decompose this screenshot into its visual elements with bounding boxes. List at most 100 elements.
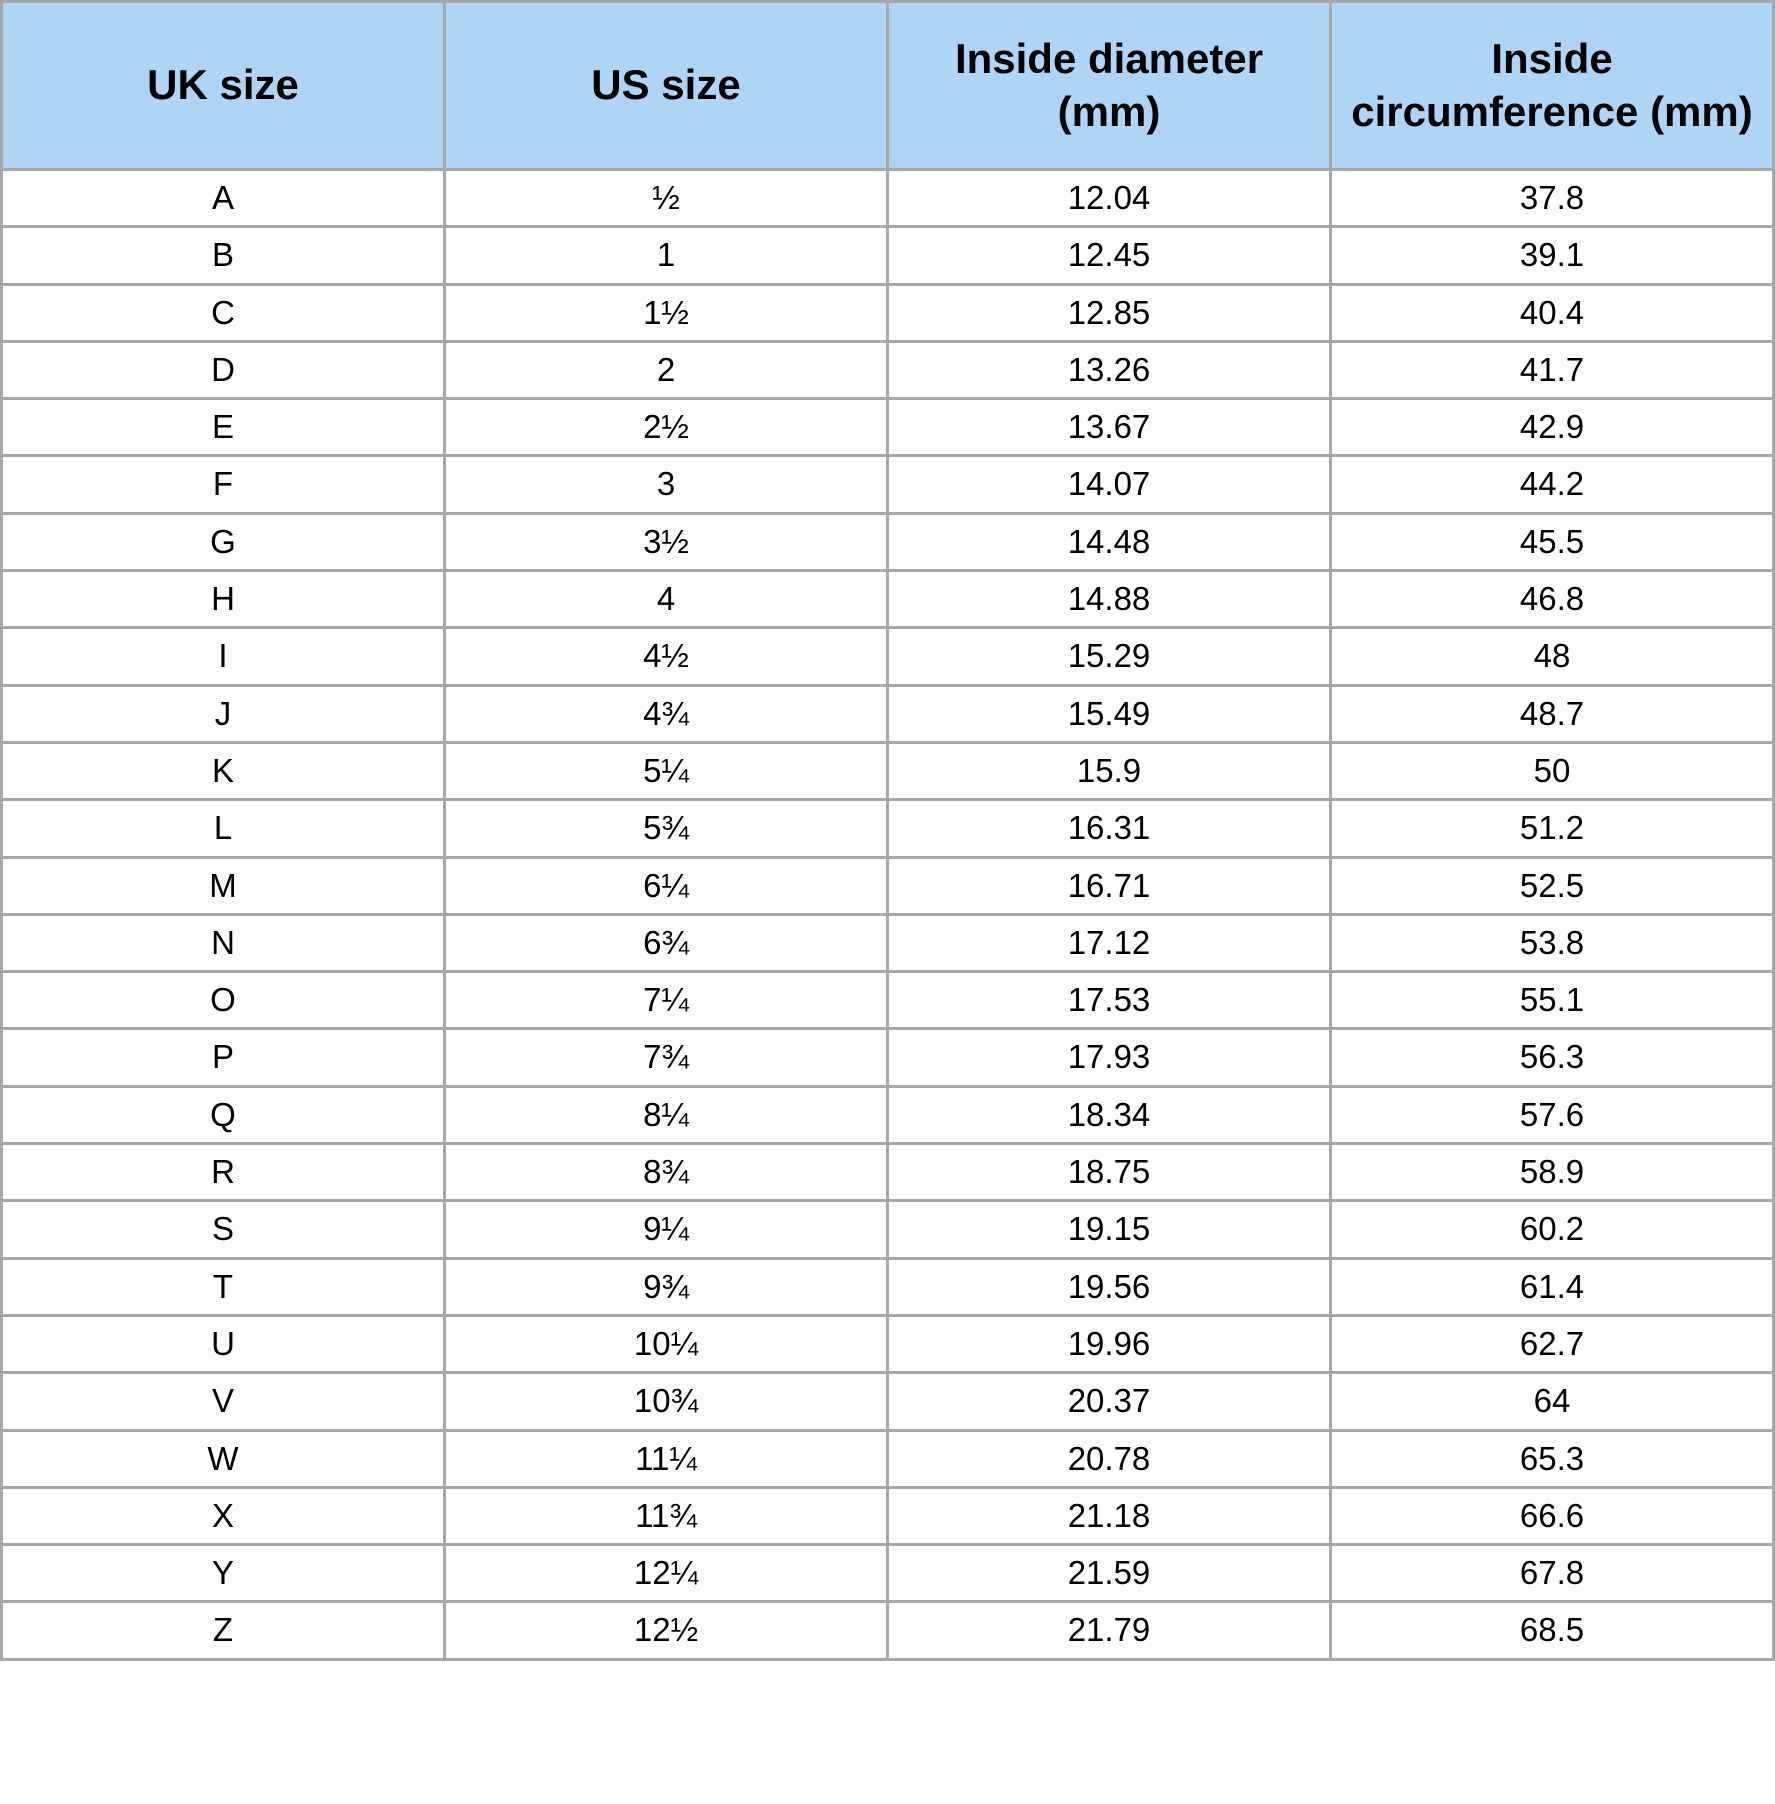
- table-row: Q8¼18.3457.6: [2, 1086, 1774, 1143]
- table-cell: 40.4: [1331, 284, 1774, 341]
- table-row: O7¼17.5355.1: [2, 972, 1774, 1029]
- table-cell: 67.8: [1331, 1545, 1774, 1602]
- table-cell: 13.67: [888, 399, 1331, 456]
- table-cell: 14.07: [888, 456, 1331, 513]
- table-cell: W: [2, 1430, 445, 1487]
- table-cell: 9¼: [445, 1201, 888, 1258]
- table-cell: N: [2, 914, 445, 971]
- table-cell: L: [2, 800, 445, 857]
- table-body: A½12.0437.8B112.4539.1C1½12.8540.4D213.2…: [2, 170, 1774, 1660]
- table-cell: 21.79: [888, 1602, 1331, 1659]
- table-cell: 19.56: [888, 1258, 1331, 1315]
- table-cell: I: [2, 628, 445, 685]
- table-cell: 8¾: [445, 1144, 888, 1201]
- table-cell: 60.2: [1331, 1201, 1774, 1258]
- table-row: J4¾15.4948.7: [2, 685, 1774, 742]
- table-row: I4½15.2948: [2, 628, 1774, 685]
- table-cell: 11¼: [445, 1430, 888, 1487]
- table-cell: 3: [445, 456, 888, 513]
- table-row: Z12½21.7968.5: [2, 1602, 1774, 1659]
- table-row: G3½14.4845.5: [2, 513, 1774, 570]
- table-cell: R: [2, 1144, 445, 1201]
- table-row: N6¾17.1253.8: [2, 914, 1774, 971]
- table-cell: Z: [2, 1602, 445, 1659]
- table-cell: 2: [445, 341, 888, 398]
- table-cell: 44.2: [1331, 456, 1774, 513]
- col-inside-circumference: Inside circumference (mm): [1331, 2, 1774, 170]
- table-cell: X: [2, 1487, 445, 1544]
- table-cell: 19.96: [888, 1315, 1331, 1372]
- table-cell: S: [2, 1201, 445, 1258]
- table-cell: 16.71: [888, 857, 1331, 914]
- table-cell: 9¾: [445, 1258, 888, 1315]
- table-cell: 12.85: [888, 284, 1331, 341]
- table-cell: U: [2, 1315, 445, 1372]
- table-cell: 6¼: [445, 857, 888, 914]
- table-cell: 55.1: [1331, 972, 1774, 1029]
- table-cell: T: [2, 1258, 445, 1315]
- table-cell: 18.75: [888, 1144, 1331, 1201]
- table-cell: B: [2, 227, 445, 284]
- col-us-size: US size: [445, 2, 888, 170]
- table-row: E2½13.6742.9: [2, 399, 1774, 456]
- table-cell: H: [2, 571, 445, 628]
- size-chart-container: UK size US size Inside diameter (mm) Ins…: [0, 0, 1775, 1661]
- table-cell: 21.59: [888, 1545, 1331, 1602]
- table-cell: 52.5: [1331, 857, 1774, 914]
- table-cell: 39.1: [1331, 227, 1774, 284]
- table-cell: O: [2, 972, 445, 1029]
- table-cell: Y: [2, 1545, 445, 1602]
- table-cell: 17.53: [888, 972, 1331, 1029]
- table-cell: 18.34: [888, 1086, 1331, 1143]
- table-row: B112.4539.1: [2, 227, 1774, 284]
- table-cell: J: [2, 685, 445, 742]
- table-cell: 66.6: [1331, 1487, 1774, 1544]
- table-cell: Q: [2, 1086, 445, 1143]
- table-cell: M: [2, 857, 445, 914]
- table-row: C1½12.8540.4: [2, 284, 1774, 341]
- table-row: U10¼19.9662.7: [2, 1315, 1774, 1372]
- table-cell: 41.7: [1331, 341, 1774, 398]
- table-row: D213.2641.7: [2, 341, 1774, 398]
- table-cell: 45.5: [1331, 513, 1774, 570]
- size-chart-table: UK size US size Inside diameter (mm) Ins…: [0, 0, 1775, 1661]
- table-cell: 56.3: [1331, 1029, 1774, 1086]
- table-row: H414.8846.8: [2, 571, 1774, 628]
- table-cell: E: [2, 399, 445, 456]
- table-row: W11¼20.7865.3: [2, 1430, 1774, 1487]
- table-cell: 19.15: [888, 1201, 1331, 1258]
- table-cell: 62.7: [1331, 1315, 1774, 1372]
- table-cell: 4¾: [445, 685, 888, 742]
- table-row: K5¼15.950: [2, 742, 1774, 799]
- table-cell: D: [2, 341, 445, 398]
- table-cell: 5¾: [445, 800, 888, 857]
- table-cell: 14.48: [888, 513, 1331, 570]
- table-row: A½12.0437.8: [2, 170, 1774, 227]
- table-cell: 21.18: [888, 1487, 1331, 1544]
- table-cell: 20.37: [888, 1373, 1331, 1430]
- table-cell: 20.78: [888, 1430, 1331, 1487]
- table-cell: 48: [1331, 628, 1774, 685]
- table-cell: 51.2: [1331, 800, 1774, 857]
- table-cell: G: [2, 513, 445, 570]
- table-cell: K: [2, 742, 445, 799]
- table-row: L5¾16.3151.2: [2, 800, 1774, 857]
- table-cell: 2½: [445, 399, 888, 456]
- table-row: S9¼19.1560.2: [2, 1201, 1774, 1258]
- table-cell: C: [2, 284, 445, 341]
- table-cell: 12.45: [888, 227, 1331, 284]
- table-cell: 13.26: [888, 341, 1331, 398]
- table-cell: 57.6: [1331, 1086, 1774, 1143]
- table-cell: 1: [445, 227, 888, 284]
- table-row: P7¾17.9356.3: [2, 1029, 1774, 1086]
- col-inside-diameter: Inside diameter (mm): [888, 2, 1331, 170]
- header-row: UK size US size Inside diameter (mm) Ins…: [2, 2, 1774, 170]
- table-cell: 7¾: [445, 1029, 888, 1086]
- table-cell: 58.9: [1331, 1144, 1774, 1201]
- col-uk-size: UK size: [2, 2, 445, 170]
- table-row: X11¾21.1866.6: [2, 1487, 1774, 1544]
- table-cell: 15.9: [888, 742, 1331, 799]
- table-cell: 68.5: [1331, 1602, 1774, 1659]
- table-row: V10¾20.3764: [2, 1373, 1774, 1430]
- table-cell: 1½: [445, 284, 888, 341]
